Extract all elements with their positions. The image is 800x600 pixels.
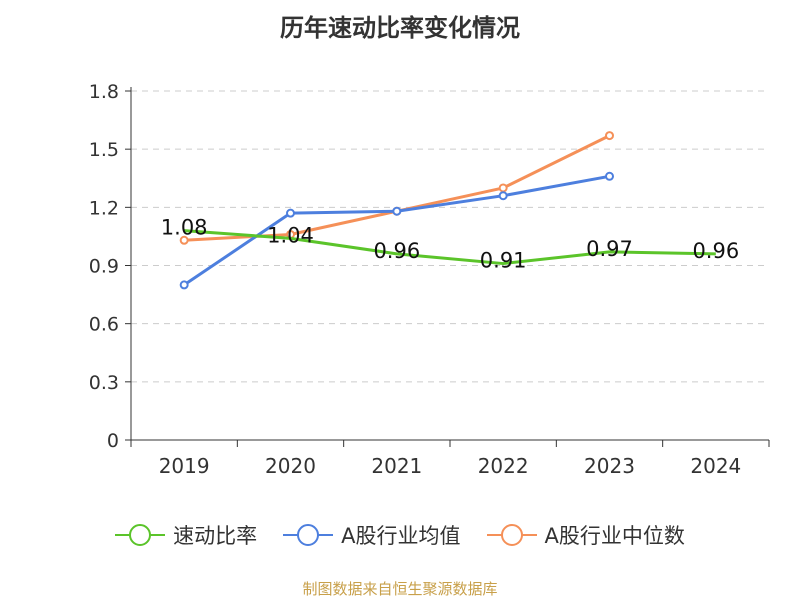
chart-title: 历年速动比率变化情况: [280, 14, 520, 42]
data-label: 0.97: [586, 237, 633, 261]
legend-label: 速动比率: [173, 524, 258, 548]
y-tick-label: 0.9: [89, 256, 119, 278]
x-tick-label: 2023: [584, 454, 635, 478]
y-tick-label: 1.2: [89, 197, 119, 219]
data-point: [179, 235, 189, 245]
y-tick-label: 1.8: [89, 81, 119, 103]
legend-item-quick-ratio[interactable]: 速动比率: [115, 520, 257, 550]
source-note: 制图数据来自恒生聚源数据库: [302, 580, 498, 598]
x-tick-label: 2019: [159, 454, 210, 478]
data-label: 1.08: [161, 216, 208, 240]
x-tick-label: 2020: [265, 454, 316, 478]
data-label: 0.91: [480, 249, 527, 273]
data-point: [392, 206, 402, 216]
legend-marker-icon: [486, 524, 537, 546]
data-point: [498, 191, 508, 201]
data-label: 0.96: [373, 239, 420, 263]
x-tick-label: 2022: [478, 454, 529, 478]
y-tick-label: 0.3: [89, 372, 119, 394]
series-line: [183, 174, 610, 287]
x-tick-label: 2024: [690, 454, 741, 478]
data-label: 0.96: [692, 239, 739, 263]
data-label: 1.04: [267, 223, 314, 247]
data-point: [605, 131, 614, 141]
legend-item-industry-mean[interactable]: A股行业均值: [283, 520, 461, 550]
legend-marker-icon: [115, 524, 166, 546]
legend-label: A股行业中位数: [544, 524, 685, 548]
legend: 速动比率 A股行业均值 A股行业中位数: [0, 520, 800, 550]
legend-item-industry-median[interactable]: A股行业中位数: [486, 520, 685, 550]
data-point: [286, 208, 295, 218]
y-tick-label: 0: [107, 430, 119, 452]
data-point: [605, 171, 614, 181]
y-tick-label: 0.6: [89, 314, 119, 336]
legend-label: A股行业均值: [341, 524, 461, 548]
legend-marker-icon: [283, 524, 334, 546]
data-point: [498, 183, 508, 193]
data-point: [179, 280, 189, 290]
x-tick-label: 2021: [371, 454, 422, 478]
y-tick-label: 1.5: [89, 139, 119, 161]
series-line: [184, 229, 716, 266]
